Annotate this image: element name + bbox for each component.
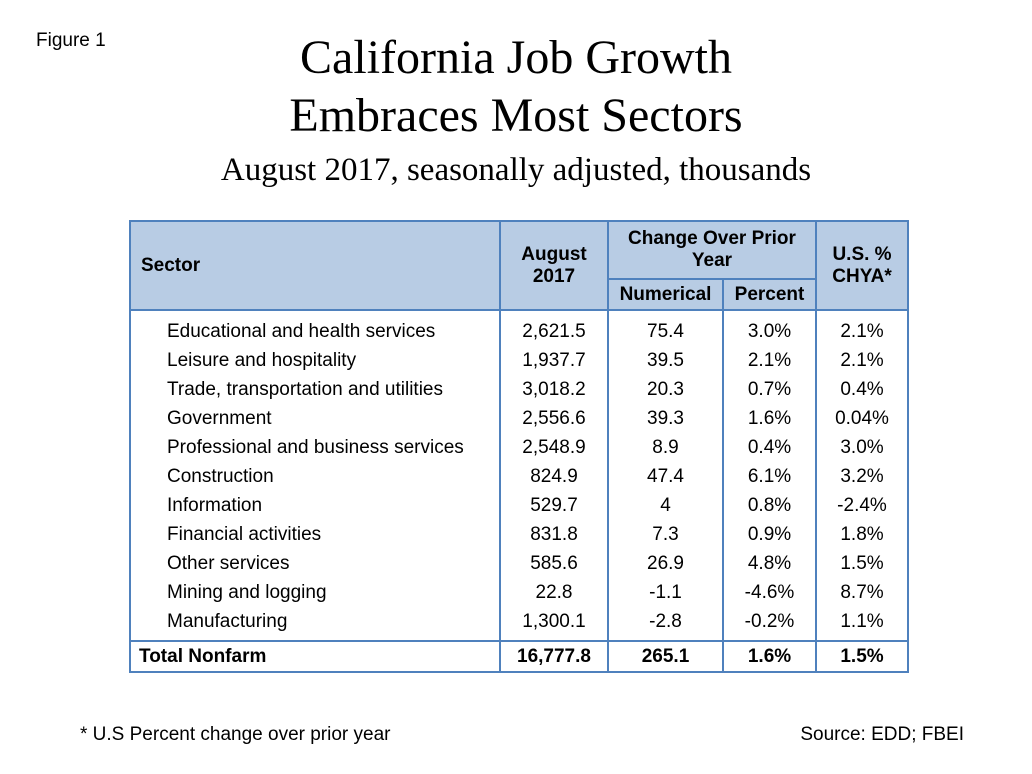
cell-us-chya: 0.4% xyxy=(815,375,909,404)
cell-percent-change: 2.1% xyxy=(722,346,817,375)
cell-us-chya: 1.8% xyxy=(815,520,909,549)
cell-us-chya: 1.1% xyxy=(815,607,909,641)
cell-august-2017: 1,300.1 xyxy=(499,607,609,641)
cell-numerical-change: 7.3 xyxy=(607,520,724,549)
cell-august-2017: 824.9 xyxy=(499,462,609,491)
cell-numerical-change: 20.3 xyxy=(607,375,724,404)
cell-us-chya: 3.0% xyxy=(815,433,909,462)
cell-percent-change: 6.1% xyxy=(722,462,817,491)
cell-us-chya: 1.5% xyxy=(815,640,909,673)
cell-sector: Manufacturing xyxy=(129,607,501,641)
cell-sector: Educational and health services xyxy=(129,310,501,346)
source: Source: EDD; FBEI xyxy=(800,724,964,745)
footnote: * U.S Percent change over prior year xyxy=(80,724,391,745)
cell-sector: Government xyxy=(129,404,501,433)
table-row: Manufacturing 1,300.1 -2.8 -0.2% 1.1% xyxy=(129,607,909,641)
jobs-table: Sector August 2017 Change Over Prior Yea… xyxy=(129,220,909,673)
figure-label: Figure 1 xyxy=(36,30,106,51)
header-percent: Percent xyxy=(722,278,817,311)
cell-numerical-change: 39.5 xyxy=(607,346,724,375)
cell-us-chya: 8.7% xyxy=(815,578,909,607)
header-us: U.S. % CHYA* xyxy=(815,220,909,311)
cell-numerical-change: 47.4 xyxy=(607,462,724,491)
cell-sector: Mining and logging xyxy=(129,578,501,607)
cell-numerical-change: 8.9 xyxy=(607,433,724,462)
table-row: Leisure and hospitality 1,937.7 39.5 2.1% 2.… xyxy=(129,346,909,375)
cell-percent-change: 1.6% xyxy=(722,404,817,433)
cell-us-chya: 2.1% xyxy=(815,310,909,346)
table-row: Trade, transportation and utilities 3,018… xyxy=(129,375,909,404)
title-line-2: Embraces Most Sectors xyxy=(289,89,743,142)
cell-us-chya: 1.5% xyxy=(815,549,909,578)
cell-numerical-change: 4 xyxy=(607,491,724,520)
cell-august-2017: 2,621.5 xyxy=(499,310,609,346)
header-sector: Sector xyxy=(129,220,501,311)
table-row: Information 529.7 4 0.8% -2.4% xyxy=(129,491,909,520)
cell-august-2017: 2,548.9 xyxy=(499,433,609,462)
header-august: August 2017 xyxy=(499,220,609,311)
cell-sector: Construction xyxy=(129,462,501,491)
cell-percent-change: -4.6% xyxy=(722,578,817,607)
cell-august-2017: 529.7 xyxy=(499,491,609,520)
cell-sector: Leisure and hospitality xyxy=(129,346,501,375)
cell-august-2017: 1,937.7 xyxy=(499,346,609,375)
cell-percent-change: 0.4% xyxy=(722,433,817,462)
cell-percent-change: 0.7% xyxy=(722,375,817,404)
cell-us-chya: -2.4% xyxy=(815,491,909,520)
cell-sector: Information xyxy=(129,491,501,520)
cell-numerical-change: 26.9 xyxy=(607,549,724,578)
cell-august-2017: 831.8 xyxy=(499,520,609,549)
total-row: Total Nonfarm 16,777.8 265.1 1.6% 1.5% xyxy=(129,640,909,673)
cell-percent-change: 4.8% xyxy=(722,549,817,578)
cell-numerical-change: -1.1 xyxy=(607,578,724,607)
cell-percent-change: 0.9% xyxy=(722,520,817,549)
cell-sector: Professional and business services xyxy=(129,433,501,462)
subtitle: August 2017, seasonally adjusted, thousa… xyxy=(220,152,812,188)
cell-august-2017: 2,556.6 xyxy=(499,404,609,433)
cell-numerical-change: 75.4 xyxy=(607,310,724,346)
table-row: Mining and logging 22.8 -1.1 -4.6% 8.7% xyxy=(129,578,909,607)
cell-us-chya: 0.04% xyxy=(815,404,909,433)
cell-august-2017: 16,777.8 xyxy=(499,640,609,673)
cell-numerical-change: -2.8 xyxy=(607,607,724,641)
cell-percent-change: -0.2% xyxy=(722,607,817,641)
cell-percent-change: 0.8% xyxy=(722,491,817,520)
cell-us-chya: 2.1% xyxy=(815,346,909,375)
table-row: Government 2,556.6 39.3 1.6% 0.04% xyxy=(129,404,909,433)
table-row: Educational and health services 2,621.5 75… xyxy=(129,310,909,346)
cell-us-chya: 3.2% xyxy=(815,462,909,491)
table-row: Financial activities 831.8 7.3 0.9% 1.8% xyxy=(129,520,909,549)
cell-sector: Trade, transportation and utilities xyxy=(129,375,501,404)
cell-august-2017: 585.6 xyxy=(499,549,609,578)
cell-august-2017: 3,018.2 xyxy=(499,375,609,404)
cell-percent-change: 1.6% xyxy=(722,640,817,673)
table-row: Other services 585.6 26.9 4.8% 1.5% xyxy=(129,549,909,578)
cell-numerical-change: 265.1 xyxy=(607,640,724,673)
cell-numerical-change: 39.3 xyxy=(607,404,724,433)
cell-percent-change: 3.0% xyxy=(722,310,817,346)
cell-sector: Financial activities xyxy=(129,520,501,549)
title-line-1: California Job Growth xyxy=(300,31,732,84)
table-row: Professional and business services 2,548.… xyxy=(129,433,909,462)
cell-sector: Other services xyxy=(129,549,501,578)
header-numerical: Numerical xyxy=(607,278,724,311)
header-change: Change Over Prior Year xyxy=(607,220,817,280)
table-row: Construction 824.9 47.4 6.1% 3.2% xyxy=(129,462,909,491)
cell-august-2017: 22.8 xyxy=(499,578,609,607)
cell-sector: Total Nonfarm xyxy=(129,640,501,673)
